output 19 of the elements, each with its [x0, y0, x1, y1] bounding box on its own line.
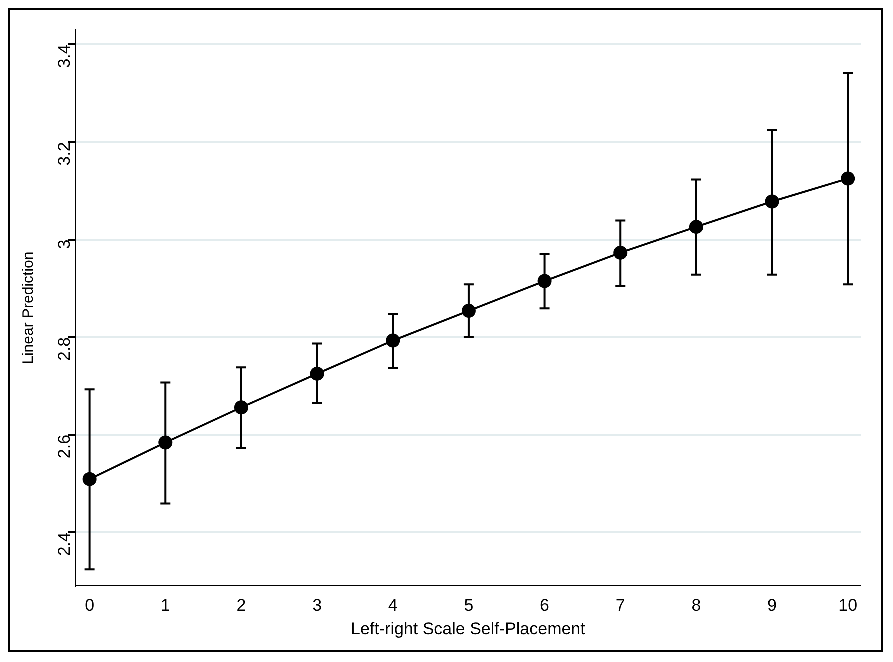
- x-tick-label: 5: [464, 596, 474, 616]
- x-tick-label: 9: [768, 596, 778, 616]
- y-axis-title: Linear Prediction: [20, 252, 38, 364]
- y-tick-label: 3.2: [55, 142, 74, 166]
- x-tick-label: 7: [616, 596, 626, 616]
- y-tick-label: 2.8: [55, 337, 74, 362]
- x-tick-label: 10: [838, 596, 858, 616]
- x-tick-label: 3: [312, 596, 322, 616]
- x-tick-label: 0: [85, 596, 95, 616]
- x-tick-label: 2: [236, 596, 246, 616]
- x-axis-title: Left-right Scale Self-Placement: [351, 619, 586, 638]
- x-tick-label: 8: [692, 596, 702, 616]
- y-tick-label: 2.6: [55, 434, 74, 459]
- y-tick-label: 2.4: [55, 532, 74, 556]
- y-tick-label: 3: [55, 240, 74, 250]
- y-tick-label: 3.4: [55, 44, 74, 68]
- x-tick-label: 6: [540, 596, 550, 616]
- x-tick-label: 1: [160, 596, 170, 616]
- x-tick-label: 4: [388, 596, 398, 616]
